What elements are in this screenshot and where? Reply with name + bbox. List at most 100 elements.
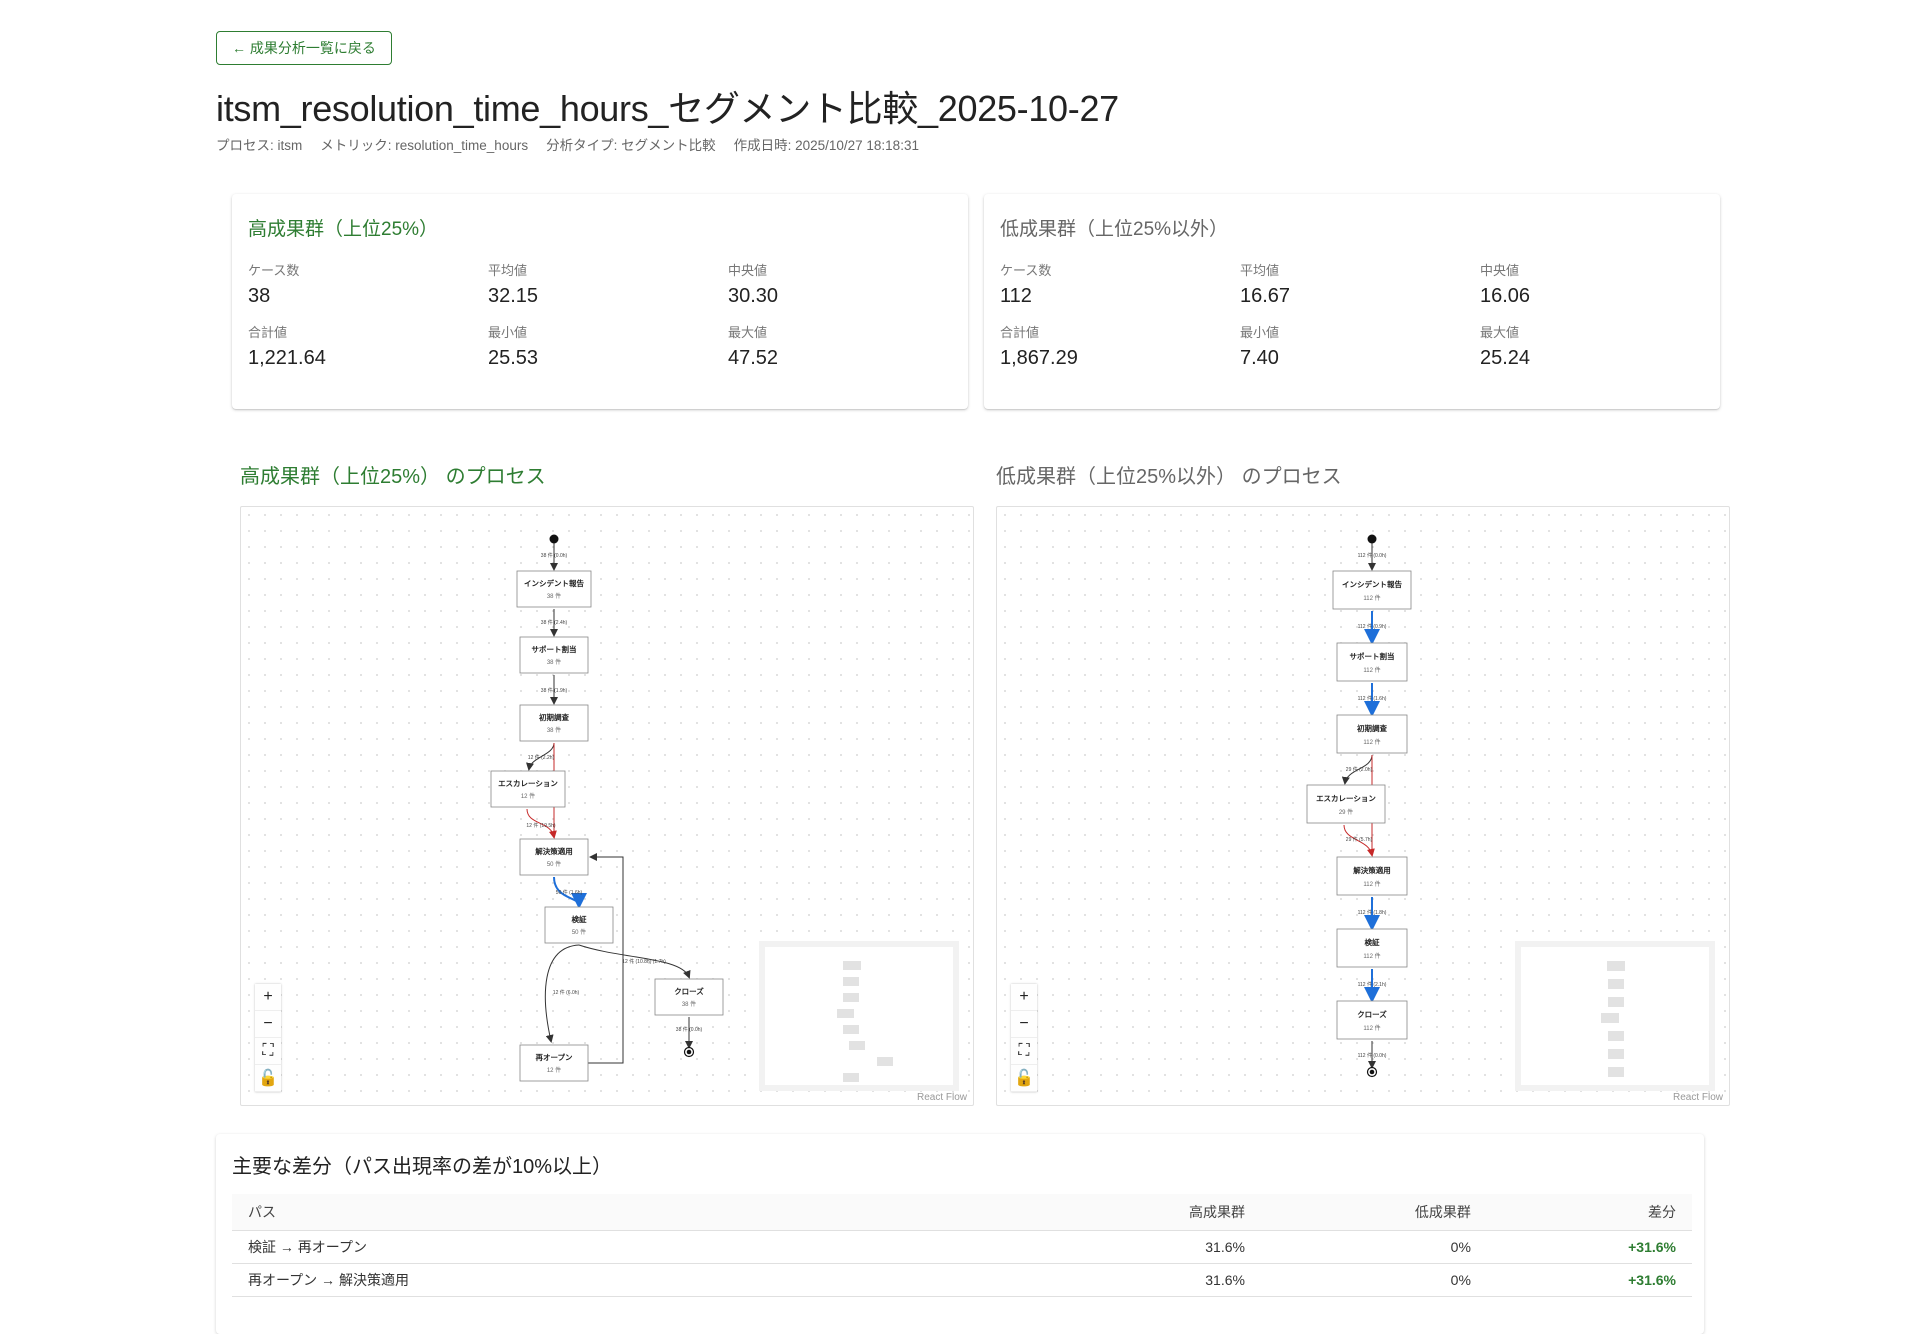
flow-node-name: 検証: [572, 914, 587, 924]
page: ← 成果分析一覧に戻る itsm_resolution_time_hours_セ…: [216, 31, 1730, 1297]
fit-view-button[interactable]: ⛶: [1011, 1038, 1037, 1065]
flow-node[interactable]: エスカレーション 29 件: [1306, 784, 1386, 824]
zoom-out-button[interactable]: −: [1011, 1011, 1037, 1038]
flow-edge-label: 12 件 (10.8h) (1.7h): [622, 958, 666, 965]
column-header-path: パス: [232, 1194, 1035, 1231]
stat-label: 中央値: [728, 263, 768, 278]
flow-edge-label: 112 件 (0.9h): [1358, 623, 1387, 630]
row-path: 再オープン → 解決策適用: [232, 1263, 1035, 1297]
stat-label: ケース数: [1000, 263, 1052, 278]
key-differences-card: 主要な差分（パス出現率の差が10%以上） パス 高成果群 低成果群 差分 検証 …: [216, 1134, 1704, 1334]
flow-node-count: 112 件: [1363, 594, 1380, 602]
meta-analysis-type: 分析タイプ: セグメント比較: [546, 138, 716, 153]
flow-node-count: 38 件: [547, 658, 561, 666]
flow-node[interactable]: インシデント報告 38 件: [516, 570, 592, 608]
flow-node-name: 初期調査: [1357, 723, 1387, 733]
stat-label: 最小値: [488, 325, 528, 340]
stat-label: ケース数: [248, 263, 300, 278]
zoom-out-button[interactable]: −: [255, 1011, 281, 1038]
flow-edge: [1343, 824, 1375, 857]
stat-value: 38: [248, 285, 271, 307]
stat-cell: 平均値 16.67: [1240, 260, 1480, 308]
stat-cell: 最大値 25.24: [1480, 322, 1720, 370]
flow-node[interactable]: 検証 50 件: [544, 906, 614, 944]
lock-toggle-button[interactable]: 🔓: [1011, 1065, 1037, 1092]
back-to-analysis-list-button[interactable]: ← 成果分析一覧に戻る: [216, 31, 392, 65]
table-row: 再オープン → 解決策適用 31.6% 0% +31.6%: [232, 1263, 1692, 1297]
flow-node-name: クローズ: [1357, 1009, 1387, 1019]
flow-edge: [586, 853, 624, 1064]
flow-node[interactable]: クローズ 112 件: [1336, 1000, 1408, 1040]
flow-node-name: 解決策適用: [535, 846, 573, 856]
analysis-meta: プロセス: itsm メトリック: resolution_time_hours …: [216, 134, 919, 154]
react-flow-attribution[interactable]: React Flow: [914, 1092, 969, 1103]
table-row: 検証 → 再オープン 31.6% 0% +31.6%: [232, 1230, 1692, 1264]
flow-node-count: 112 件: [1363, 952, 1380, 960]
flow-node[interactable]: 初期調査 38 件: [519, 704, 589, 742]
flow-node-name: 再オープン: [535, 1052, 573, 1062]
zoom-in-button[interactable]: +: [1011, 984, 1037, 1011]
flow-nodes: インシデント報告 112 件 サポート割当 112 件 初期調査 112 件 エ…: [1306, 570, 1412, 1040]
flow-node-count: 50 件: [547, 860, 561, 868]
key-differences-title: 主要な差分（パス出現率の差が10%以上）: [232, 1156, 613, 1178]
flow-node-count: 12 件: [547, 1066, 561, 1074]
flow-node-name: エスカレーション: [1316, 794, 1376, 803]
flow-edge-label: 12 件 (6.0h): [553, 989, 580, 996]
stat-label: 合計値: [248, 325, 288, 340]
high-group-process-flow[interactable]: 38 件 (0.0h) 38 件 (2.4h) 38 件 (1.9h) 12 件…: [240, 506, 974, 1106]
low-group-flow-canvas[interactable]: 112 件 (0.0h) 112 件 (0.9h) 112 件 (1.6h) 2…: [997, 507, 1729, 1105]
flow-node[interactable]: 解決策適用 50 件: [519, 838, 589, 876]
table-header-row: パス 高成果群 低成果群 差分: [232, 1194, 1692, 1231]
flow-node-name: エスカレーション: [498, 779, 558, 788]
flow-edge: [1341, 754, 1373, 785]
fit-view-button[interactable]: ⛶: [255, 1038, 281, 1065]
flow-start-icon: [549, 534, 559, 544]
flow-node-count: 112 件: [1363, 1024, 1380, 1032]
flow-edge: [553, 876, 587, 909]
column-header-high: 高成果群: [1035, 1194, 1261, 1231]
flow-node-name: 初期調査: [539, 712, 569, 722]
stat-cell: 中央値 30.30: [728, 260, 968, 308]
flow-node-count: 38 件: [547, 592, 561, 600]
flow-node[interactable]: 初期調査 112 件: [1336, 714, 1408, 754]
column-header-low: 低成果群: [1260, 1194, 1487, 1231]
flow-node[interactable]: サポート割当 38 件: [519, 636, 589, 674]
stat-cell: 最小値 25.53: [488, 322, 728, 370]
flow-node-name: インシデント報告: [524, 578, 584, 588]
flow-edge-label: 112 件 (2.1h): [1358, 981, 1387, 988]
flow-edge: [526, 808, 557, 839]
flow-node-name: 検証: [1365, 937, 1381, 947]
meta-process: プロセス: itsm: [216, 138, 303, 153]
zoom-in-button[interactable]: +: [255, 984, 281, 1011]
flow-node-count: 38 件: [547, 726, 561, 734]
flow-node-count: 112 件: [1363, 738, 1380, 746]
flow-node[interactable]: インシデント報告 112 件: [1332, 570, 1412, 610]
lock-toggle-button[interactable]: 🔓: [255, 1065, 281, 1092]
high-group-flow-canvas[interactable]: 38 件 (0.0h) 38 件 (2.4h) 38 件 (1.9h) 12 件…: [241, 507, 973, 1105]
react-flow-attribution[interactable]: React Flow: [1670, 1092, 1725, 1103]
high-group-title: 高成果群（上位25%）: [248, 219, 439, 240]
row-high: 31.6%: [1035, 1263, 1261, 1297]
stat-label: 平均値: [1240, 263, 1280, 278]
key-differences-table: パス 高成果群 低成果群 差分 検証 → 再オープン 31.6% 0% +31.…: [232, 1194, 1692, 1297]
flow-node[interactable]: サポート割当 112 件: [1336, 642, 1408, 682]
minimap-viewport: [1521, 947, 1709, 1085]
flow-minimap[interactable]: [759, 941, 959, 1091]
stat-value: 30.30: [728, 285, 779, 307]
row-diff: +31.6%: [1486, 1230, 1692, 1264]
row-high: 31.6%: [1035, 1230, 1261, 1264]
page-title: itsm_resolution_time_hours_セグメント比較_2025-…: [216, 88, 1119, 129]
low-group-process-flow[interactable]: 112 件 (0.0h) 112 件 (0.9h) 112 件 (1.6h) 2…: [996, 506, 1730, 1106]
flow-node[interactable]: 解決策適用 112 件: [1336, 856, 1408, 896]
flow-node[interactable]: 検証 112 件: [1336, 928, 1408, 968]
row-path: 検証 → 再オープン: [232, 1230, 1035, 1264]
flow-node[interactable]: 再オープン 12 件: [519, 1044, 589, 1082]
flow-edge-label: 38 件 (0.0h): [676, 1026, 703, 1033]
flow-node[interactable]: クローズ 38 件: [654, 978, 724, 1016]
flow-edge-label: 12 件 (2.2h): [528, 754, 555, 761]
flow-node[interactable]: エスカレーション 12 件: [490, 770, 566, 808]
flow-start-icon: [1367, 534, 1377, 544]
flow-minimap[interactable]: [1515, 941, 1715, 1091]
low-group-stats-card: 低成果群（上位25%以外） ケース数 112 平均値 16.67 中央値 16.06 …: [984, 194, 1720, 409]
flow-end-icon-center: [1369, 1069, 1375, 1075]
